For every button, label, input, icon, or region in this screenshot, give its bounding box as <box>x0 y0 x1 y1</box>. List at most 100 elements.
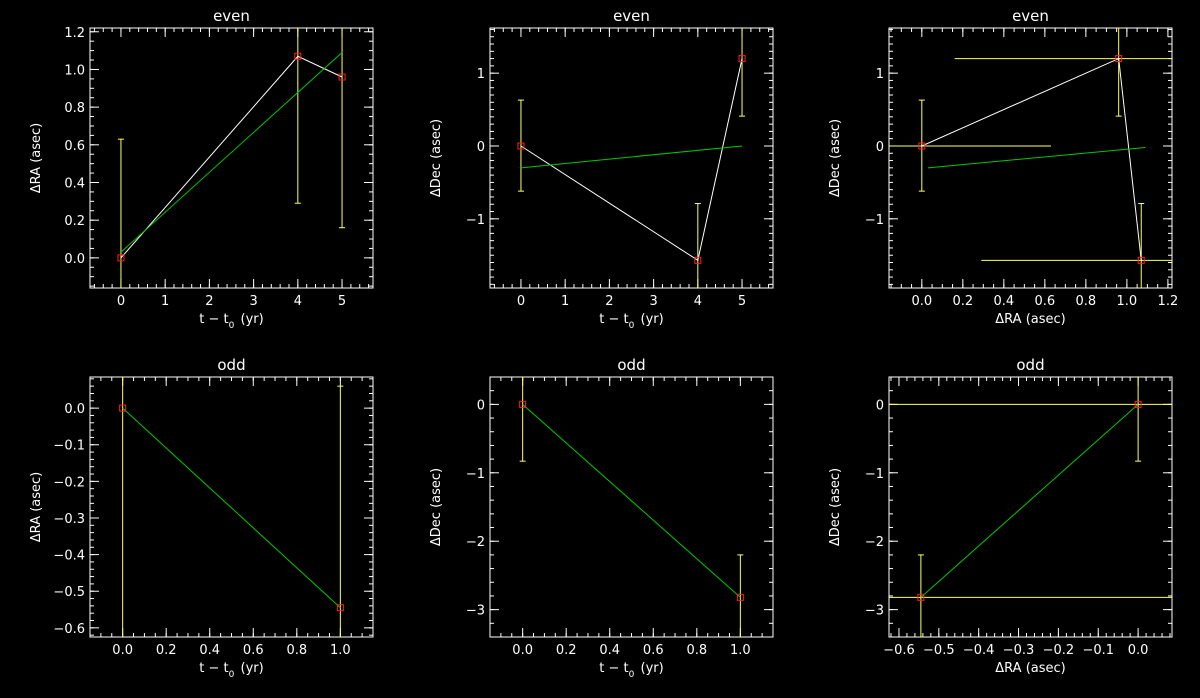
x-tick-label: −0.5 <box>923 643 955 658</box>
y-tick-label: 0.8 <box>64 101 85 116</box>
data-layer <box>519 377 744 637</box>
data-layer <box>117 28 346 288</box>
fit-line <box>927 146 1146 169</box>
x-tick-label: 2 <box>605 294 613 309</box>
y-axis-label: ΔDec (asec) <box>429 119 444 197</box>
data-layer <box>517 28 746 288</box>
plot-frame <box>489 376 774 638</box>
y-axis-label: ΔRA (asec) <box>29 472 44 542</box>
x-tick-label: 0.0 <box>512 643 533 658</box>
data-point <box>918 142 926 150</box>
x-tick-label: −0.3 <box>1003 643 1035 658</box>
minor-ticks <box>90 28 373 288</box>
x-tick-label: 0.6 <box>243 643 264 658</box>
data-line <box>120 55 343 259</box>
minor-ticks <box>89 377 374 637</box>
x-tick-label: 4 <box>694 294 702 309</box>
panel-title: even <box>213 7 250 25</box>
data-line <box>520 58 743 262</box>
fit-line <box>122 407 341 609</box>
panel-6: −0.6 −0.5 −0.4 −0.3 −0.2 −0.1 0.0 0 −1 −2 −3 odd ΔRA… <box>828 356 1173 676</box>
x-tick-label: 5 <box>338 294 346 309</box>
x-tick-label: 0.0 <box>1128 643 1149 658</box>
y-tick-label: 0 <box>477 140 485 155</box>
x-tick-label: 0.8 <box>1076 294 1097 309</box>
x-tick-label: 0.8 <box>686 643 707 658</box>
y-tick-label: −0.2 <box>53 475 85 490</box>
fit-line <box>920 403 1139 598</box>
x-tick-label: 3 <box>249 294 257 309</box>
x-tick-label: 5 <box>738 294 746 309</box>
data-point <box>119 404 127 412</box>
data-point <box>694 256 702 264</box>
data-point <box>1115 55 1123 63</box>
panel-5: 0.0 0.2 0.4 0.6 0.8 1.0 0 −1 −2 −3 odd t − t0 (yr) Δ… <box>429 356 774 680</box>
x-tick-label: 2 <box>205 294 213 309</box>
y-tick-label: 1 <box>477 67 485 82</box>
y-tick-label: 1 <box>876 67 884 82</box>
y-tick-label: −3 <box>865 604 884 619</box>
data-point <box>519 400 527 408</box>
data-layer <box>889 28 1172 288</box>
panel-4: 0.0 0.2 0.4 0.6 0.8 1.0 0.0 −0.1 −0.2 −0.3 −0.4 −0.… <box>29 356 374 680</box>
data-line <box>921 57 1142 261</box>
x-axis-label: t − t0 (yr) <box>199 312 263 331</box>
data-point <box>736 593 744 601</box>
x-axis-label: t − t0 (yr) <box>199 661 263 680</box>
y-tick-label: −0.5 <box>53 585 85 600</box>
panel-1: 0 1 2 3 4 5 0.0 0.2 0.4 0.6 0.8 1.0 1.2 even t − t0 (y… <box>29 7 374 331</box>
data-layer <box>889 377 1172 637</box>
fit-line <box>520 145 743 169</box>
data-point <box>917 593 925 601</box>
x-tick-label: 4 <box>294 294 302 309</box>
y-tick-label: 0.4 <box>64 176 85 191</box>
y-tick-label: 0.0 <box>64 252 85 267</box>
fit-line <box>522 403 741 598</box>
x-tick-label: −0.4 <box>963 643 995 658</box>
x-tick-label: 1 <box>161 294 169 309</box>
panel-title: even <box>613 7 650 25</box>
data-layer <box>119 377 344 637</box>
y-tick-label: 0 <box>876 398 884 413</box>
y-tick-label: 0.0 <box>64 402 85 417</box>
x-tick-label: 0.2 <box>156 643 177 658</box>
y-tick-label: −0.4 <box>53 549 85 564</box>
data-point <box>336 604 344 612</box>
y-axis-label: ΔDec (asec) <box>828 468 843 546</box>
panel-title: odd <box>217 356 245 374</box>
y-tick-label: −1 <box>466 213 485 228</box>
x-tick-label: 1.2 <box>1158 294 1179 309</box>
data-point <box>517 142 525 150</box>
x-tick-label: 1.0 <box>330 643 351 658</box>
x-tick-label: −0.2 <box>1043 643 1075 658</box>
data-point <box>738 55 746 63</box>
y-axis-label: ΔRA (asec) <box>29 123 44 193</box>
x-axis-label: ΔRA (asec) <box>995 312 1065 327</box>
y-tick-label: −1 <box>466 467 485 482</box>
panel-3: 0.0 0.2 0.4 0.6 0.8 1.0 1.2 −1 0 1 even ΔRA (asec) Δ… <box>828 7 1178 327</box>
panel-title: even <box>1012 7 1049 25</box>
x-axis-label: t − t0 (yr) <box>599 312 663 331</box>
y-tick-label: 1.0 <box>64 63 85 78</box>
x-tick-label: 0.4 <box>599 643 620 658</box>
panel-2: 0 1 2 3 4 5 −1 0 1 even t − t0 (yr) ΔDec (asec) <box>429 7 774 331</box>
x-tick-label: 0 <box>117 294 125 309</box>
y-tick-label: −1 <box>865 213 884 228</box>
x-tick-label: 3 <box>649 294 657 309</box>
y-tick-label: 1.2 <box>64 26 85 41</box>
y-tick-label: −0.3 <box>53 512 85 527</box>
x-tick-label: 0.0 <box>911 294 932 309</box>
y-tick-label: −2 <box>466 535 485 550</box>
y-tick-label: −1 <box>865 467 884 482</box>
x-tick-label: −0.6 <box>883 643 915 658</box>
data-point <box>1137 256 1145 264</box>
x-tick-label: 1.0 <box>730 643 751 658</box>
plot-frame <box>89 27 374 289</box>
data-point <box>338 73 346 81</box>
y-tick-label: −3 <box>466 604 485 619</box>
y-tick-label: 0 <box>477 398 485 413</box>
x-tick-label: 1.0 <box>1117 294 1138 309</box>
x-tick-label: 0.4 <box>199 643 220 658</box>
x-tick-label: 0.0 <box>112 643 133 658</box>
